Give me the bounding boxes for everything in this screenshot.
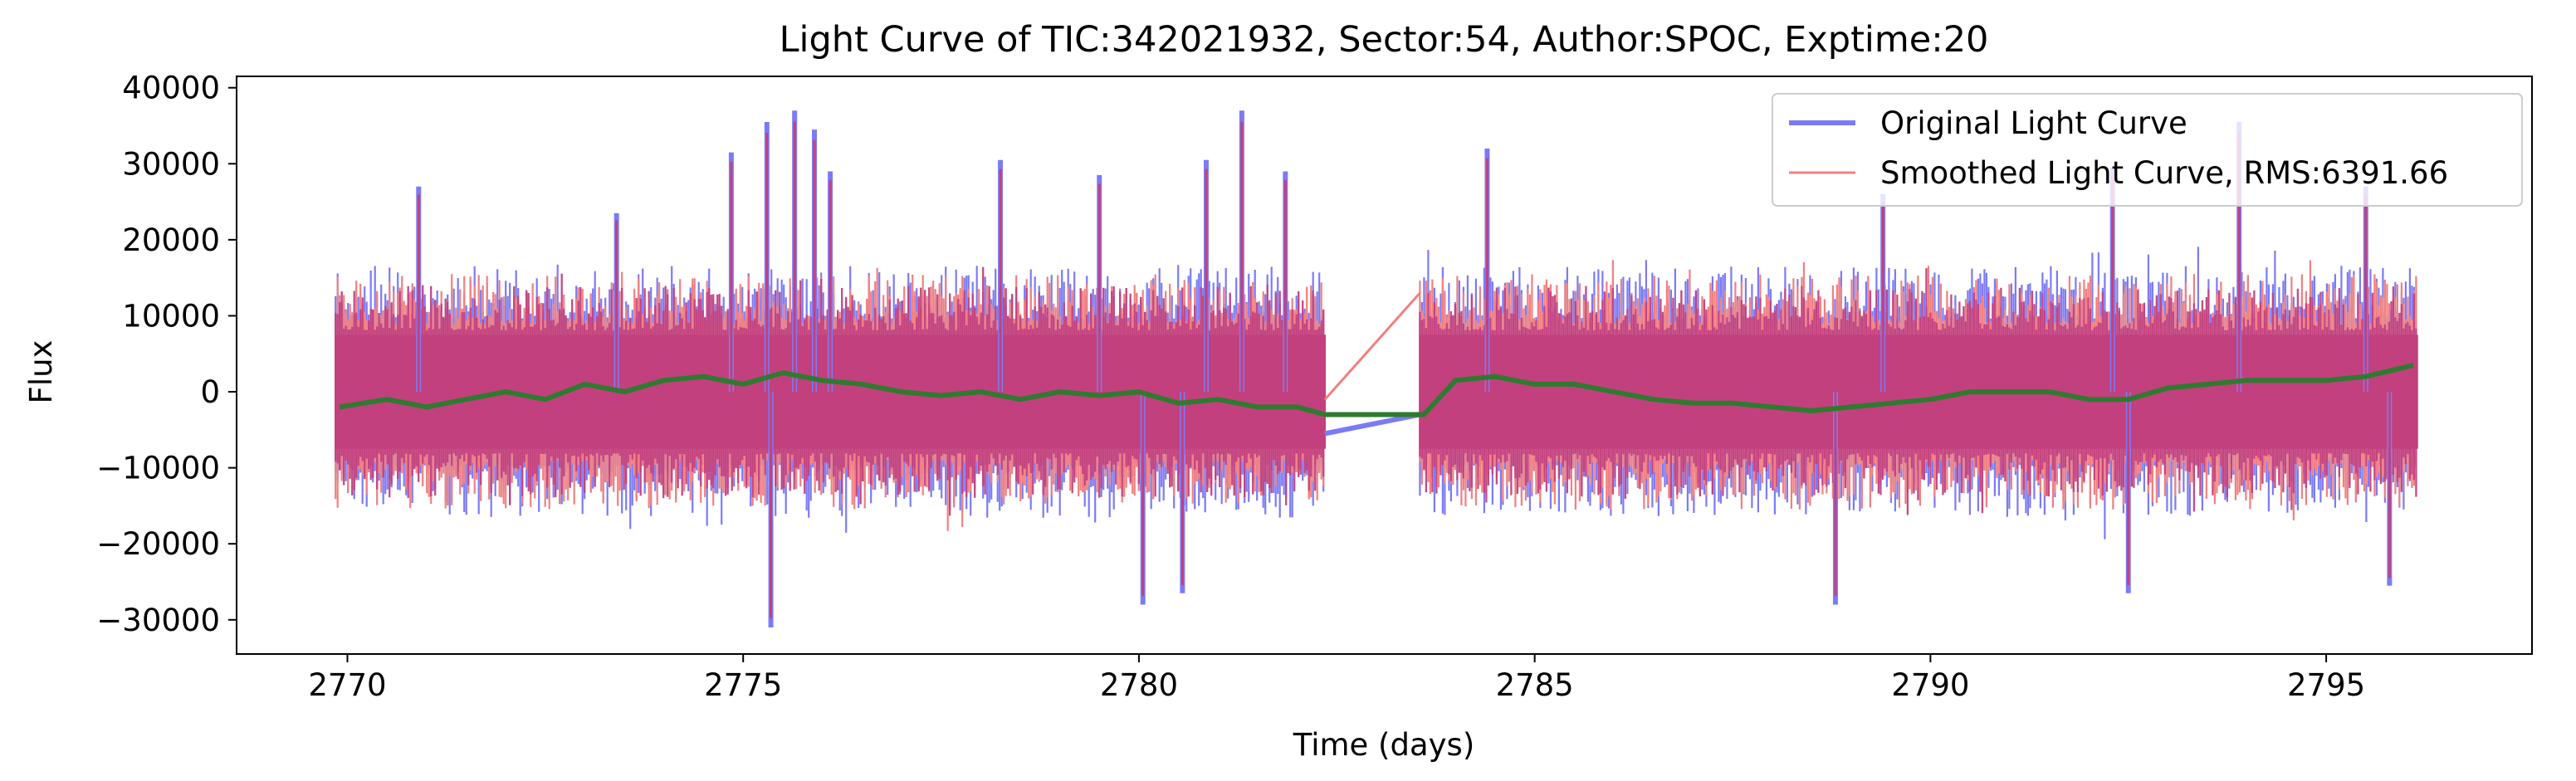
y-tick-label-10000: 10000 <box>122 298 220 334</box>
legend-label-1: Original Light Curve <box>1880 105 2187 141</box>
x-tick-label-2775: 2775 <box>704 667 782 703</box>
chart-title: Light Curve of TIC:342021932, Sector:54,… <box>780 19 1989 61</box>
y-tick-label-0: 0 <box>200 374 220 410</box>
original-gap-connector <box>1324 412 1420 437</box>
x-axis-label: Time (days) <box>1293 727 1475 763</box>
plot-content <box>335 110 2418 627</box>
x-tick-label-2785: 2785 <box>1496 667 1574 703</box>
plot-area <box>335 110 2418 627</box>
legend-label-2: Smoothed Light Curve, RMS:6391.66 <box>1880 155 2448 191</box>
legend: Original Light Curve Smoothed Light Curve… <box>1772 93 2523 207</box>
y-axis-label: Flux <box>23 340 59 404</box>
y-tick-label--30000: −30000 <box>96 603 220 638</box>
y-tick-label-20000: 20000 <box>122 222 220 258</box>
x-tick-label-2780: 2780 <box>1100 667 1178 703</box>
smoothed-gap-connector <box>1323 292 1421 401</box>
legend-box <box>1772 93 2523 207</box>
y-tick-label-30000: 30000 <box>122 146 220 182</box>
y-tick-label--10000: −10000 <box>96 451 220 486</box>
x-tick-label-2770: 2770 <box>308 667 386 703</box>
y-tick-label-40000: 40000 <box>122 71 220 106</box>
x-tick-label-2790: 2790 <box>1891 667 1969 703</box>
overlap-core-2 <box>1419 334 2418 449</box>
axes: 2770 2775 2780 2785 2790 2795 −30000 −20000 −100… <box>96 71 2533 703</box>
y-tick-label--20000: −20000 <box>96 526 220 562</box>
x-tick-label-2795: 2795 <box>2287 667 2365 703</box>
plot-frame <box>236 76 2533 655</box>
trend-line <box>339 363 2414 417</box>
